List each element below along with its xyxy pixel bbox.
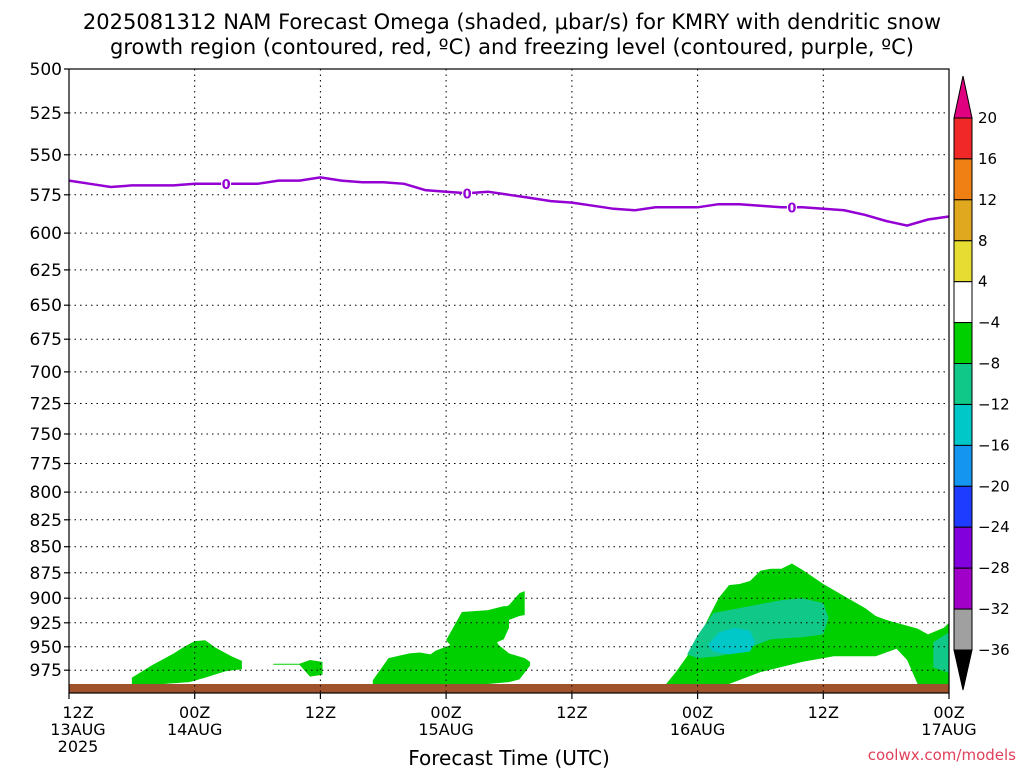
y-tick-label-11: 775 — [30, 455, 62, 475]
colorbar-label-0: 20 — [978, 109, 997, 127]
omega-region-3 — [446, 606, 509, 654]
y-tick-label-0: 500 — [30, 60, 62, 80]
chart-subtitle: growth region (contoured, red, ºC) and f… — [110, 35, 914, 59]
x-tick-label-2-0: 12Z — [305, 703, 336, 722]
y-tick-label-1: 525 — [30, 104, 62, 124]
x-tick-label-1-0: 00Z — [179, 703, 210, 722]
y-tick-label-12: 800 — [30, 483, 62, 503]
y-tick-label-16: 900 — [30, 589, 62, 609]
y-tick-label-19: 975 — [30, 661, 62, 681]
colorbar-label-6: −8 — [978, 355, 1000, 373]
y-tick-label-13: 825 — [30, 511, 62, 531]
y-tick-label-3: 575 — [30, 186, 62, 206]
colorbar-label-5: −4 — [978, 314, 1000, 332]
credit-label: coolwx.com/models — [868, 746, 1016, 764]
x-tick-label-1-1: 14AUG — [167, 720, 222, 739]
x-tick-label-0-0: 12Z — [62, 703, 93, 722]
x-tick-label-5-0: 00Z — [682, 703, 713, 722]
y-tick-label-14: 850 — [30, 538, 62, 558]
y-tick-label-17: 925 — [30, 614, 62, 634]
omega-region-7 — [708, 627, 756, 655]
freezing-label-bg-1 — [462, 186, 473, 201]
omega-region-0 — [131, 640, 242, 684]
x-tick-label-7-0: 00Z — [933, 703, 964, 722]
freezing-label-2: 0 — [787, 201, 796, 216]
colorbar-label-3: 8 — [978, 232, 988, 250]
freezing-label-1: 0 — [463, 187, 472, 202]
x-tick-label-3-0: 00Z — [430, 703, 461, 722]
colorbar-box-0 — [953, 117, 973, 160]
colorbar-label-13: −36 — [978, 641, 1010, 659]
colorbar-label-7: −12 — [978, 396, 1010, 414]
freezing-label-bg-0 — [221, 176, 232, 191]
y-tick-label-9: 725 — [30, 395, 62, 415]
colorbar-box-8 — [953, 444, 973, 487]
colorbar-label-1: 16 — [978, 150, 997, 168]
colorbar-box-10 — [953, 526, 973, 569]
colorbar-label-9: −20 — [978, 477, 1010, 495]
freezing-label-bg-2 — [786, 200, 797, 215]
x-tick-label-3-1: 15AUG — [418, 720, 473, 739]
colorbar-label-12: −32 — [978, 600, 1010, 618]
colorbar: 20 16 12 8 4 −4 −8 −12 −16 −20 −24 −28 −32 −36 — [953, 75, 1010, 691]
colorbar-box-11 — [953, 567, 973, 610]
colorbar-box-4 — [953, 281, 973, 324]
x-tick-label-4-0: 12Z — [556, 703, 587, 722]
x-tick-label-0-2: 2025 — [58, 737, 99, 756]
y-tick-label-18: 950 — [30, 638, 62, 658]
y-tick-label-10: 750 — [30, 425, 62, 445]
omega-region-2 — [372, 591, 530, 684]
y-tick-label-2: 550 — [30, 146, 62, 166]
y-tick-label-6: 650 — [30, 296, 62, 316]
colorbar-label-8: −16 — [978, 436, 1010, 454]
colorbar-label-4: 4 — [978, 273, 988, 291]
colorbar-box-12 — [953, 608, 973, 651]
x-tick-label-5-1: 16AUG — [670, 720, 725, 739]
terrain-strip — [69, 684, 949, 693]
y-tick-label-8: 700 — [30, 363, 62, 383]
terrain — [69, 684, 949, 693]
colorbar-box-7 — [953, 404, 973, 446]
freezing-level-contour: 0 0 0 — [68, 176, 950, 227]
colorbar-box-6 — [953, 363, 973, 405]
x-axis-label: Forecast Time (UTC) — [408, 746, 610, 768]
colorbar-box-3 — [953, 240, 973, 283]
x-tick-label-0-1: 13AUG — [50, 720, 105, 739]
x-tick-label-6-0: 12Z — [808, 703, 839, 722]
colorbar-box-1 — [953, 158, 973, 201]
omega-shading — [131, 563, 949, 684]
omega-region-1 — [273, 660, 323, 677]
freezing-label-0: 0 — [222, 178, 231, 193]
colorbar-label-2: 12 — [978, 191, 997, 209]
colorbar-top-arrow — [953, 75, 973, 119]
pressure-axis: 500 525 550 575 600 625 650 675 700 725 750 775 800 8… — [30, 60, 69, 681]
y-tick-label-5: 625 — [30, 261, 62, 281]
y-tick-label-15: 875 — [30, 564, 62, 584]
freezing-level-line — [68, 176, 950, 227]
colorbar-bottom-arrow — [953, 649, 973, 691]
chart-title: 2025081312 NAM Forecast Omega (shaded, μ… — [83, 10, 941, 34]
colorbar-label-10: −24 — [978, 518, 1010, 536]
y-tick-label-4: 600 — [30, 224, 62, 244]
y-tick-label-7: 675 — [30, 330, 62, 350]
colorbar-box-9 — [953, 485, 973, 528]
plot-frame — [68, 68, 950, 694]
colorbar-box-2 — [953, 199, 973, 242]
omega-region-6 — [933, 632, 949, 673]
x-tick-label-7-1: 17AUG — [921, 720, 976, 739]
colorbar-label-11: −28 — [978, 559, 1010, 577]
colorbar-box-5 — [953, 322, 973, 365]
